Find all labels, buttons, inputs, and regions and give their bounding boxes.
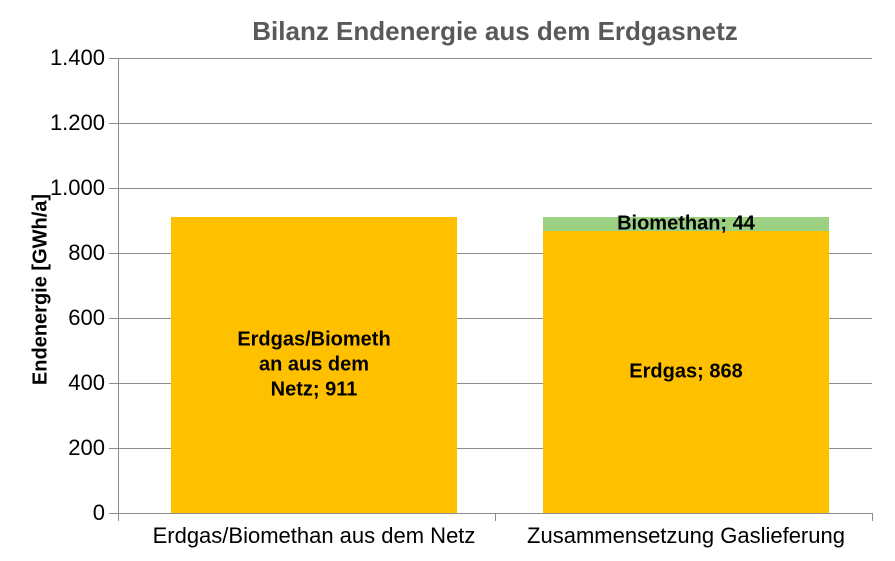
x-axis-tick-mark bbox=[872, 513, 873, 521]
y-axis-tick-label: 1.200 bbox=[49, 110, 105, 135]
y-tick-mark bbox=[109, 512, 118, 514]
gridline-600 bbox=[118, 317, 872, 319]
gridline-1200 bbox=[118, 122, 872, 124]
bar-data-label-line: Erdgas; 868 bbox=[629, 360, 743, 383]
gridline-800 bbox=[118, 252, 872, 254]
bar-data-label-line: Biomethan; 44 bbox=[617, 212, 755, 235]
x-axis-label: Erdgas/Biomethan aus dem Netz bbox=[152, 523, 476, 548]
gridline-200 bbox=[118, 447, 872, 449]
bar-data-label-erdgas: Erdgas; 868 bbox=[543, 359, 829, 384]
x-axis-label: Zusammensetzung Gaslieferung bbox=[527, 523, 845, 548]
y-axis-tick-label: 800 bbox=[68, 240, 105, 265]
bar-segment-erdgas-biomethan-aus-dem-netz bbox=[171, 216, 457, 513]
y-axis-tick-label: 400 bbox=[68, 370, 105, 395]
y-tick-mark bbox=[109, 122, 118, 124]
y-axis-line bbox=[118, 58, 119, 521]
y-tick-mark bbox=[109, 382, 118, 384]
bar-data-label-line: an aus dem bbox=[258, 353, 370, 376]
y-tick-mark bbox=[109, 317, 118, 319]
y-axis-tick-label: 1.000 bbox=[49, 175, 105, 200]
y-tick-mark bbox=[109, 447, 118, 449]
bar-data-label-erdgas-biomethan-aus-dem-netz: Erdgas/Biometh an aus dem Netz; 911 bbox=[171, 327, 457, 402]
bar-data-label-biomethan: Biomethan; 44 bbox=[543, 211, 829, 236]
y-tick-mark bbox=[109, 252, 118, 254]
x-axis-tick-mark bbox=[118, 513, 119, 521]
y-axis-tick-label: 0 bbox=[92, 500, 105, 525]
y-tick-mark bbox=[109, 187, 118, 189]
bar-segment-biomethan bbox=[543, 216, 829, 231]
bar-segment-erdgas bbox=[543, 230, 829, 513]
gridline-1400 bbox=[118, 57, 872, 59]
y-axis-tick-label: 1.400 bbox=[49, 45, 105, 70]
chart-title: Bilanz Endenergie aus dem Erdgasnetz bbox=[252, 16, 738, 46]
y-tick-mark bbox=[109, 57, 118, 59]
y-axis-tick-label: 200 bbox=[68, 435, 105, 460]
bar-data-label-line: Erdgas/Biometh bbox=[237, 328, 391, 351]
gridline-400 bbox=[118, 382, 872, 384]
bar-data-label-line: Netz; 911 bbox=[270, 378, 358, 401]
gridline-1000 bbox=[118, 187, 872, 189]
y-axis-tick-label: 600 bbox=[68, 305, 105, 330]
x-axis-tick-mark bbox=[495, 513, 496, 521]
